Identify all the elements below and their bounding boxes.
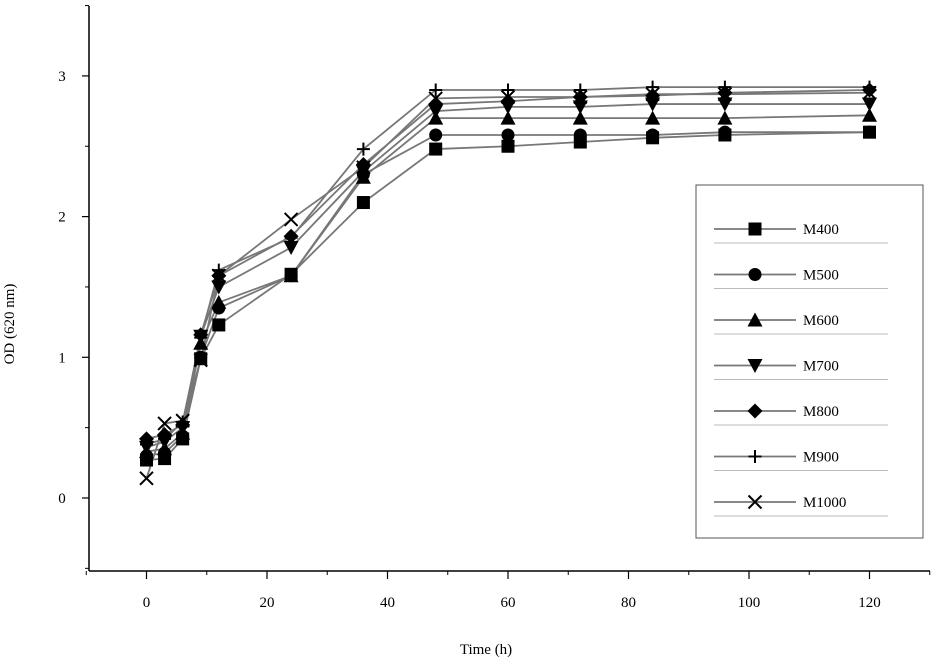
data-point-m400: [212, 318, 226, 332]
data-point-m500: [429, 128, 443, 142]
x-tick-label: 100: [738, 595, 761, 611]
x-tick-label: 20: [260, 595, 275, 611]
data-point-m900: [646, 80, 660, 94]
y-tick-label: 3: [58, 69, 66, 85]
x-tick-label: 40: [380, 595, 395, 611]
y-tick-label: 2: [58, 210, 66, 226]
data-point-m700: [645, 97, 661, 112]
y-tick-label: 0: [58, 491, 66, 507]
legend-marker-m800: [747, 403, 763, 419]
data-point-m900: [158, 432, 172, 446]
data-point-m800: [428, 96, 444, 112]
data-point-m600: [211, 294, 227, 309]
x-tick-label: 120: [858, 595, 881, 611]
legend-label: M500: [803, 268, 839, 284]
data-point-m1000: [175, 413, 190, 428]
data-point-m500: [573, 128, 587, 142]
legend-box: [695, 184, 924, 539]
data-point-m900: [356, 142, 370, 156]
data-point-m900: [429, 83, 443, 97]
legend-label: M700: [803, 359, 839, 375]
data-point-m700: [862, 97, 877, 112]
data-point-m1000: [500, 89, 516, 105]
data-point-m1000: [645, 86, 660, 102]
ticks: 0 20 40 60 80 100 120 0 1 2 3: [58, 5, 931, 611]
legend-label: M1000: [803, 495, 846, 511]
data-point-m600: [645, 110, 661, 125]
legend-label: M400: [803, 222, 839, 238]
data-point-m1000: [573, 89, 588, 105]
data-point-m900: [501, 83, 515, 97]
data-point-m600: [500, 110, 516, 125]
data-point-m900: [194, 331, 208, 345]
legend-label: M600: [803, 313, 839, 329]
x-tick-label: 0: [143, 595, 151, 611]
data-point-m1000: [862, 85, 877, 100]
legend: M400 M500 M600 M700 M800 M900 M1000: [695, 184, 924, 539]
data-point-m1000: [211, 268, 227, 283]
legend-marker-m600: [747, 312, 763, 327]
data-point-m600: [717, 110, 733, 125]
data-point-m700: [355, 165, 371, 180]
legend-marker-m400: [748, 222, 762, 236]
data-point-m900: [140, 438, 153, 452]
data-point-m700: [428, 104, 444, 119]
axes: [88, 6, 930, 572]
data-point-m600: [862, 107, 877, 122]
data-point-m1000: [356, 160, 371, 175]
data-point-m700: [283, 241, 299, 256]
data-point-m900: [718, 80, 732, 94]
legend-marker-m1000: [747, 494, 763, 510]
data-point-m600: [283, 268, 299, 283]
legend-marker-m700: [747, 359, 763, 373]
legend-label: M800: [803, 404, 839, 420]
x-tick-label: 80: [621, 595, 636, 611]
data-point-m400: [429, 142, 443, 156]
data-point-m500: [718, 125, 732, 139]
data-point-m900: [284, 231, 298, 245]
x-tick-label: 60: [501, 595, 516, 611]
x-axis-title: Time (h): [460, 642, 512, 658]
y-axis-title: OD (620 nm): [2, 284, 18, 365]
data-point-m500: [646, 128, 660, 142]
data-point-m400: [356, 196, 370, 210]
data-point-m700: [572, 100, 588, 115]
series-markers: [139, 80, 877, 486]
legend-items: M400 M500 M600 M700 M800 M900 M1000: [714, 222, 888, 517]
data-point-m500: [501, 128, 515, 142]
data-point-m600: [572, 110, 588, 125]
data-point-m1000: [428, 91, 443, 106]
data-point-m700: [717, 97, 733, 112]
data-point-m900: [573, 83, 587, 97]
data-point-m1000: [717, 86, 733, 102]
legend-label: M900: [803, 450, 839, 466]
data-point-m1000: [193, 352, 208, 368]
data-point-m500: [194, 350, 208, 364]
data-point-m1000: [157, 416, 172, 431]
data-point-m700: [211, 280, 227, 295]
data-point-m1000: [283, 212, 299, 227]
data-point-m800: [355, 157, 371, 173]
data-point-m400: [501, 139, 515, 153]
legend-marker-m900: [748, 450, 762, 463]
y-tick-label: 1: [58, 350, 66, 366]
data-point-m800: [500, 93, 516, 109]
data-point-m1000: [139, 471, 154, 486]
data-point-m500: [863, 125, 876, 139]
legend-marker-m500: [748, 268, 762, 281]
